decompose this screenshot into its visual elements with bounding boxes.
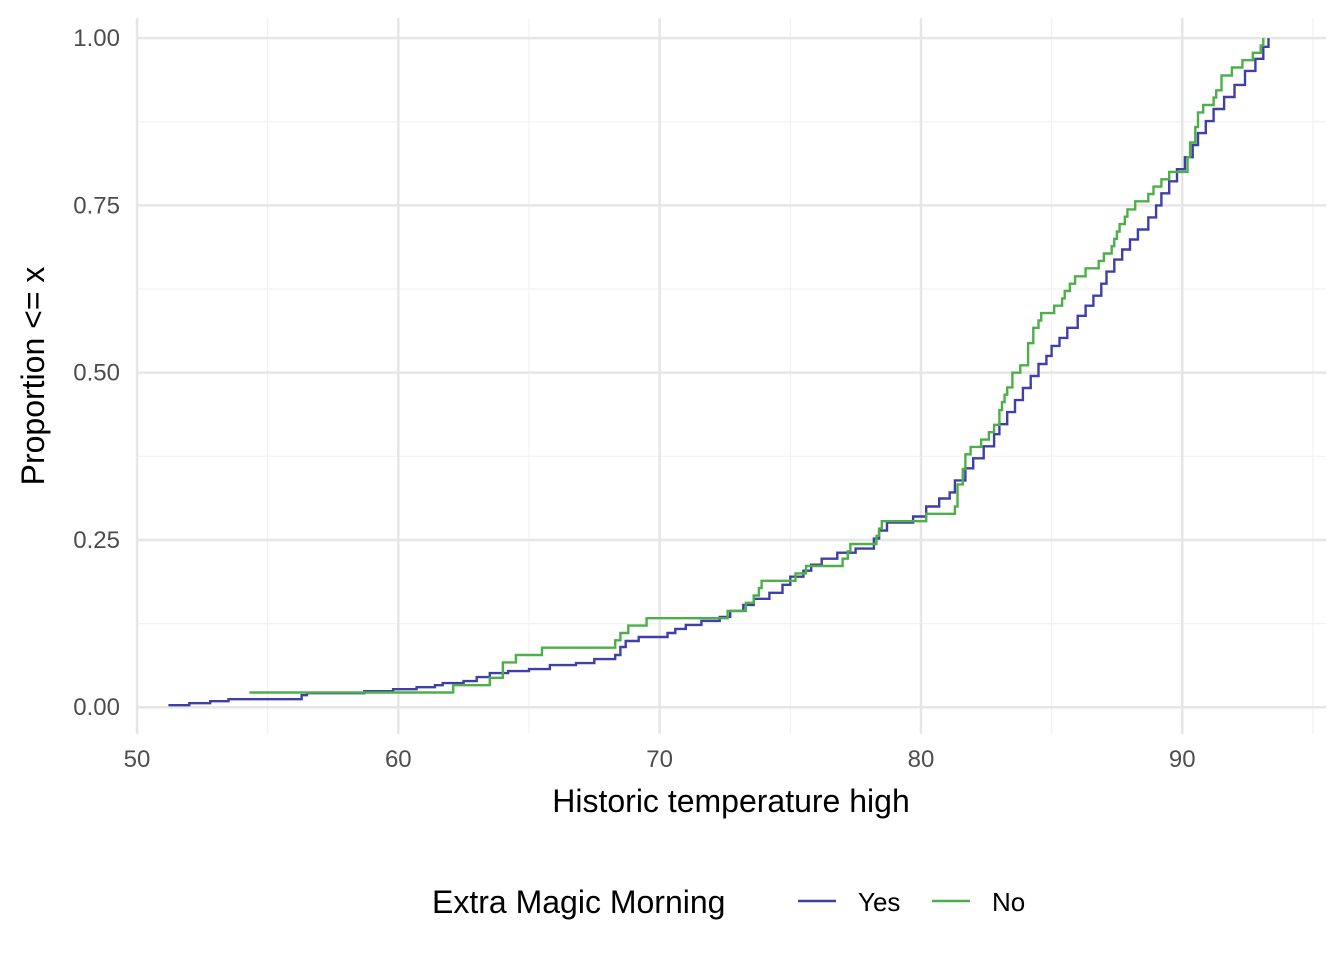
x-axis-ticks: 50 60 70 80 90 <box>124 746 1196 773</box>
x-tick-label: 60 <box>385 746 412 773</box>
y-axis-ticks: 0.00 0.25 0.50 0.75 1.00 <box>73 25 120 721</box>
series-lines <box>168 38 1270 707</box>
y-tick-label: 1.00 <box>73 25 120 52</box>
x-tick-label: 80 <box>908 746 935 773</box>
x-tick-label: 70 <box>646 746 673 773</box>
y-axis-title: Proportion <= x <box>15 267 51 486</box>
y-tick-label: 0.50 <box>73 360 120 387</box>
y-tick-label: 0.75 <box>73 192 120 219</box>
x-axis-title: Historic temperature high <box>552 783 909 819</box>
x-tick-label: 90 <box>1169 746 1196 773</box>
legend-label-no: No <box>992 887 1025 917</box>
series-line-no <box>249 38 1265 694</box>
x-tick-label: 50 <box>124 746 151 773</box>
y-tick-label: 0.25 <box>73 527 120 554</box>
y-tick-label: 0.00 <box>73 694 120 721</box>
legend-label-yes: Yes <box>858 887 900 917</box>
legend: Extra Magic Morning Yes No <box>432 884 1025 920</box>
grid-lines <box>135 18 1326 734</box>
legend-title: Extra Magic Morning <box>432 884 725 920</box>
